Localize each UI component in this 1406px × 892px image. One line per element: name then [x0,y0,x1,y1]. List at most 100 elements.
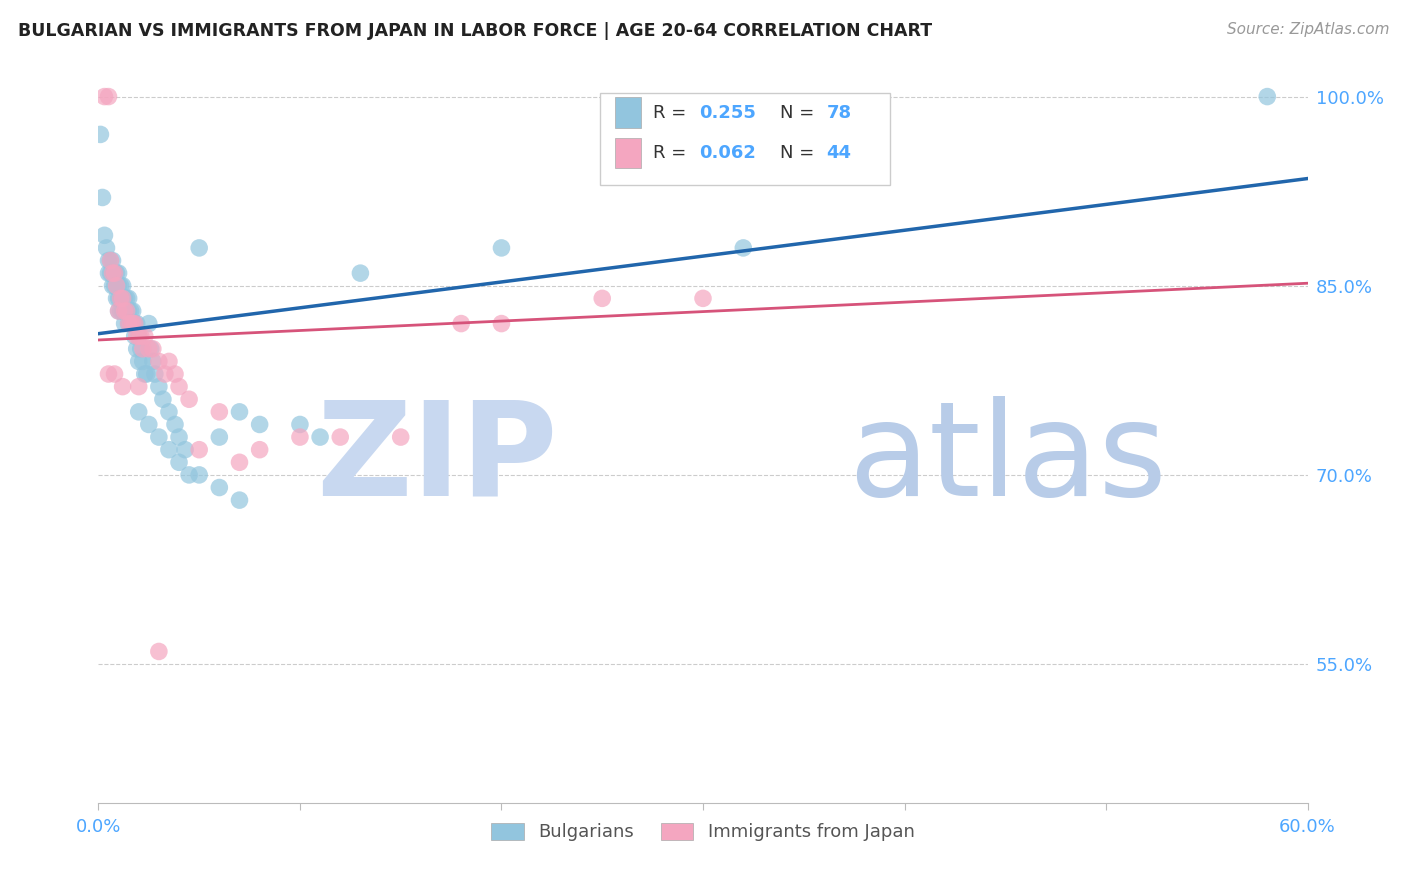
Point [121,304,143,318]
Point [288,417,311,432]
Text: 44: 44 [827,144,852,162]
Point [97,266,120,280]
Point [249,442,271,457]
Point [107,291,129,305]
Point [93,89,115,103]
Point [111,379,134,393]
Point [105,291,128,305]
Point [110,291,132,305]
Point [107,304,129,318]
Point [188,241,211,255]
Point [329,430,352,444]
Point [167,379,190,393]
FancyBboxPatch shape [614,137,641,169]
Point [139,342,162,356]
Point [349,266,371,280]
Point [228,493,250,508]
Point [114,304,136,318]
Point [118,291,141,305]
Point [100,253,122,268]
Point [188,442,211,457]
Point [100,266,122,280]
Point [152,392,174,407]
Point [132,354,155,368]
Point [103,266,125,280]
Point [148,430,170,444]
Point [105,278,128,293]
Point [124,317,146,331]
Point [125,342,148,356]
Point [103,367,125,381]
Point [174,442,197,457]
Text: 78: 78 [827,103,852,121]
Point [733,241,755,255]
Point [143,367,166,381]
Point [128,329,150,343]
Point [228,455,250,469]
Point [208,430,231,444]
Point [107,266,129,280]
Point [114,304,136,318]
Point [142,342,165,356]
Point [491,241,513,255]
FancyBboxPatch shape [614,97,641,128]
Text: ZIP: ZIP [316,395,558,523]
Point [107,278,129,293]
Point [101,278,124,293]
Point [124,317,146,331]
Point [288,430,311,444]
Text: 0.255: 0.255 [699,103,756,121]
Point [491,317,513,331]
Point [129,329,152,343]
Point [591,291,613,305]
Point [138,342,160,356]
Point [111,304,134,318]
Point [110,278,132,293]
Point [97,367,120,381]
Point [148,644,170,658]
Point [120,317,142,331]
Point [114,317,136,331]
Point [132,342,155,356]
Point [111,278,134,293]
Point [128,405,150,419]
Point [105,266,128,280]
Point [179,392,201,407]
Point [114,291,136,305]
Text: Source: ZipAtlas.com: Source: ZipAtlas.com [1226,22,1389,37]
Point [1256,89,1278,103]
Point [148,379,170,393]
Point [120,317,142,331]
Point [118,317,141,331]
Point [135,367,157,381]
Point [107,304,129,318]
Text: N =: N = [780,103,820,121]
Point [128,354,150,368]
Point [97,89,120,103]
Point [93,228,115,243]
Text: 0.062: 0.062 [699,144,756,162]
Point [118,304,141,318]
Point [179,467,201,482]
Point [118,317,141,331]
Legend: Bulgarians, Immigrants from Japan: Bulgarians, Immigrants from Japan [484,815,922,848]
Point [188,467,211,482]
Point [91,190,114,204]
Point [450,317,472,331]
Point [111,291,134,305]
Point [389,430,412,444]
Point [157,354,180,368]
Point [157,405,180,419]
Point [89,128,111,142]
Point [138,317,160,331]
Point [309,430,332,444]
Point [142,354,165,368]
Point [101,253,124,268]
Point [148,354,170,368]
Point [124,329,146,343]
Point [228,405,250,419]
Point [103,266,125,280]
Point [129,342,152,356]
Point [121,317,143,331]
Point [96,241,118,255]
